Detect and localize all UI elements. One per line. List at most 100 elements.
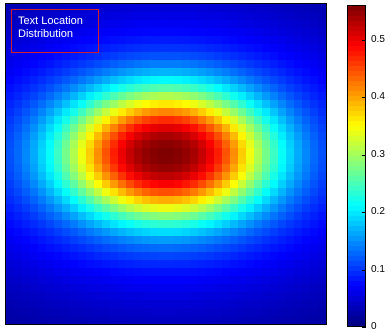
heatmap-cell xyxy=(94,156,103,165)
heatmap-cell xyxy=(294,180,303,189)
heatmap-cell xyxy=(278,52,287,61)
heatmap-cell xyxy=(302,236,311,245)
heatmap-cell xyxy=(278,276,287,285)
heatmap-cell xyxy=(62,244,71,253)
heatmap-cell xyxy=(94,196,103,205)
colorbar-step xyxy=(348,90,365,97)
heatmap-cell xyxy=(22,132,31,141)
heatmap-cell xyxy=(198,84,207,93)
heatmap-cell xyxy=(46,300,55,309)
heatmap-cell xyxy=(222,300,231,309)
heatmap-cell xyxy=(198,124,207,133)
heatmap-cell xyxy=(254,188,263,197)
heatmap-cell xyxy=(262,308,271,317)
heatmap-cell xyxy=(182,172,191,181)
heatmap-cell xyxy=(206,196,215,205)
heatmap-cell xyxy=(38,92,47,101)
heatmap-cell xyxy=(46,252,55,261)
heatmap-cell xyxy=(46,164,55,173)
heatmap-cell xyxy=(270,36,279,45)
heatmap-cell xyxy=(158,100,167,109)
heatmap-cell xyxy=(158,140,167,149)
heatmap-cell xyxy=(246,212,255,221)
heatmap-cell xyxy=(78,164,87,173)
heatmap-cell xyxy=(54,140,63,149)
heatmap-cell xyxy=(230,100,239,109)
heatmap-cell xyxy=(158,172,167,181)
colorbar-step xyxy=(348,46,365,52)
heatmap-cell xyxy=(46,132,55,141)
heatmap-cell xyxy=(30,148,39,157)
heatmap-cell xyxy=(22,244,31,253)
heatmap-cell xyxy=(54,196,63,205)
heatmap-cell xyxy=(118,300,127,309)
heatmap-cell xyxy=(62,28,71,37)
heatmap-cell xyxy=(46,228,55,237)
heatmap-cell xyxy=(166,4,175,13)
heatmap-cell xyxy=(206,108,215,117)
heatmap-cell xyxy=(78,12,87,21)
heatmap-cell xyxy=(166,108,175,117)
heatmap-cell xyxy=(158,84,167,93)
heatmap-cell xyxy=(54,124,63,133)
heatmap-cell xyxy=(190,300,199,309)
heatmap-cell xyxy=(158,4,167,13)
heatmap-cell xyxy=(230,188,239,197)
heatmap-cell xyxy=(78,20,87,29)
heatmap-cell xyxy=(38,68,47,77)
heatmap-cell xyxy=(14,60,23,69)
colorbar-step xyxy=(348,6,365,12)
heatmap-cell xyxy=(142,252,151,261)
heatmap-cell xyxy=(62,164,71,173)
heatmap-cell xyxy=(126,228,135,237)
heatmap-cell xyxy=(126,124,135,133)
heatmap-cell xyxy=(86,268,95,277)
heatmap-cell xyxy=(38,116,47,125)
heatmap-cell xyxy=(166,188,175,197)
heatmap-cell xyxy=(262,52,271,61)
heatmap-cell xyxy=(46,116,55,125)
heatmap-cell xyxy=(198,20,207,29)
heatmap-cell xyxy=(222,308,231,317)
heatmap-cell xyxy=(238,84,247,93)
heatmap-cell xyxy=(302,108,311,117)
heatmap-cell xyxy=(86,172,95,181)
heatmap-cell xyxy=(54,100,63,109)
heatmap-cell xyxy=(94,164,103,173)
colorbar-step xyxy=(348,281,365,287)
heatmap-cell xyxy=(30,172,39,181)
heatmap-cell xyxy=(310,68,319,77)
heatmap-cell xyxy=(246,132,255,141)
heatmap-cell xyxy=(214,84,223,93)
heatmap-cell xyxy=(158,116,167,125)
colorbar-step xyxy=(348,156,365,162)
heatmap-cell xyxy=(318,28,326,37)
heatmap-cell xyxy=(38,236,47,245)
heatmap-cell xyxy=(254,300,263,309)
heatmap-cell xyxy=(262,244,271,253)
heatmap-cell xyxy=(38,196,47,205)
heatmap-cell xyxy=(214,60,223,69)
heatmap-cell xyxy=(6,4,15,13)
heatmap-cell xyxy=(110,28,119,37)
heatmap-cell xyxy=(174,292,183,301)
heatmap-cell xyxy=(70,124,79,133)
heatmap-cell xyxy=(214,212,223,221)
colorbar-step xyxy=(348,20,365,27)
heatmap-cell xyxy=(294,132,303,141)
heatmap-cell xyxy=(318,188,326,197)
heatmap-cell xyxy=(38,300,47,309)
heatmap-cell xyxy=(190,188,199,197)
heatmap-cell xyxy=(14,204,23,213)
heatmap-cell xyxy=(142,108,151,117)
heatmap-cell xyxy=(150,60,159,69)
heatmap-cell xyxy=(38,180,47,189)
heatmap-cell xyxy=(286,236,295,245)
heatmap-cell xyxy=(158,92,167,101)
colorbar xyxy=(347,5,366,327)
heatmap-cell xyxy=(190,204,199,213)
heatmap-cell xyxy=(102,116,111,125)
heatmap-cell xyxy=(270,132,279,141)
heatmap-cell xyxy=(126,92,135,101)
heatmap-cell xyxy=(14,44,23,53)
